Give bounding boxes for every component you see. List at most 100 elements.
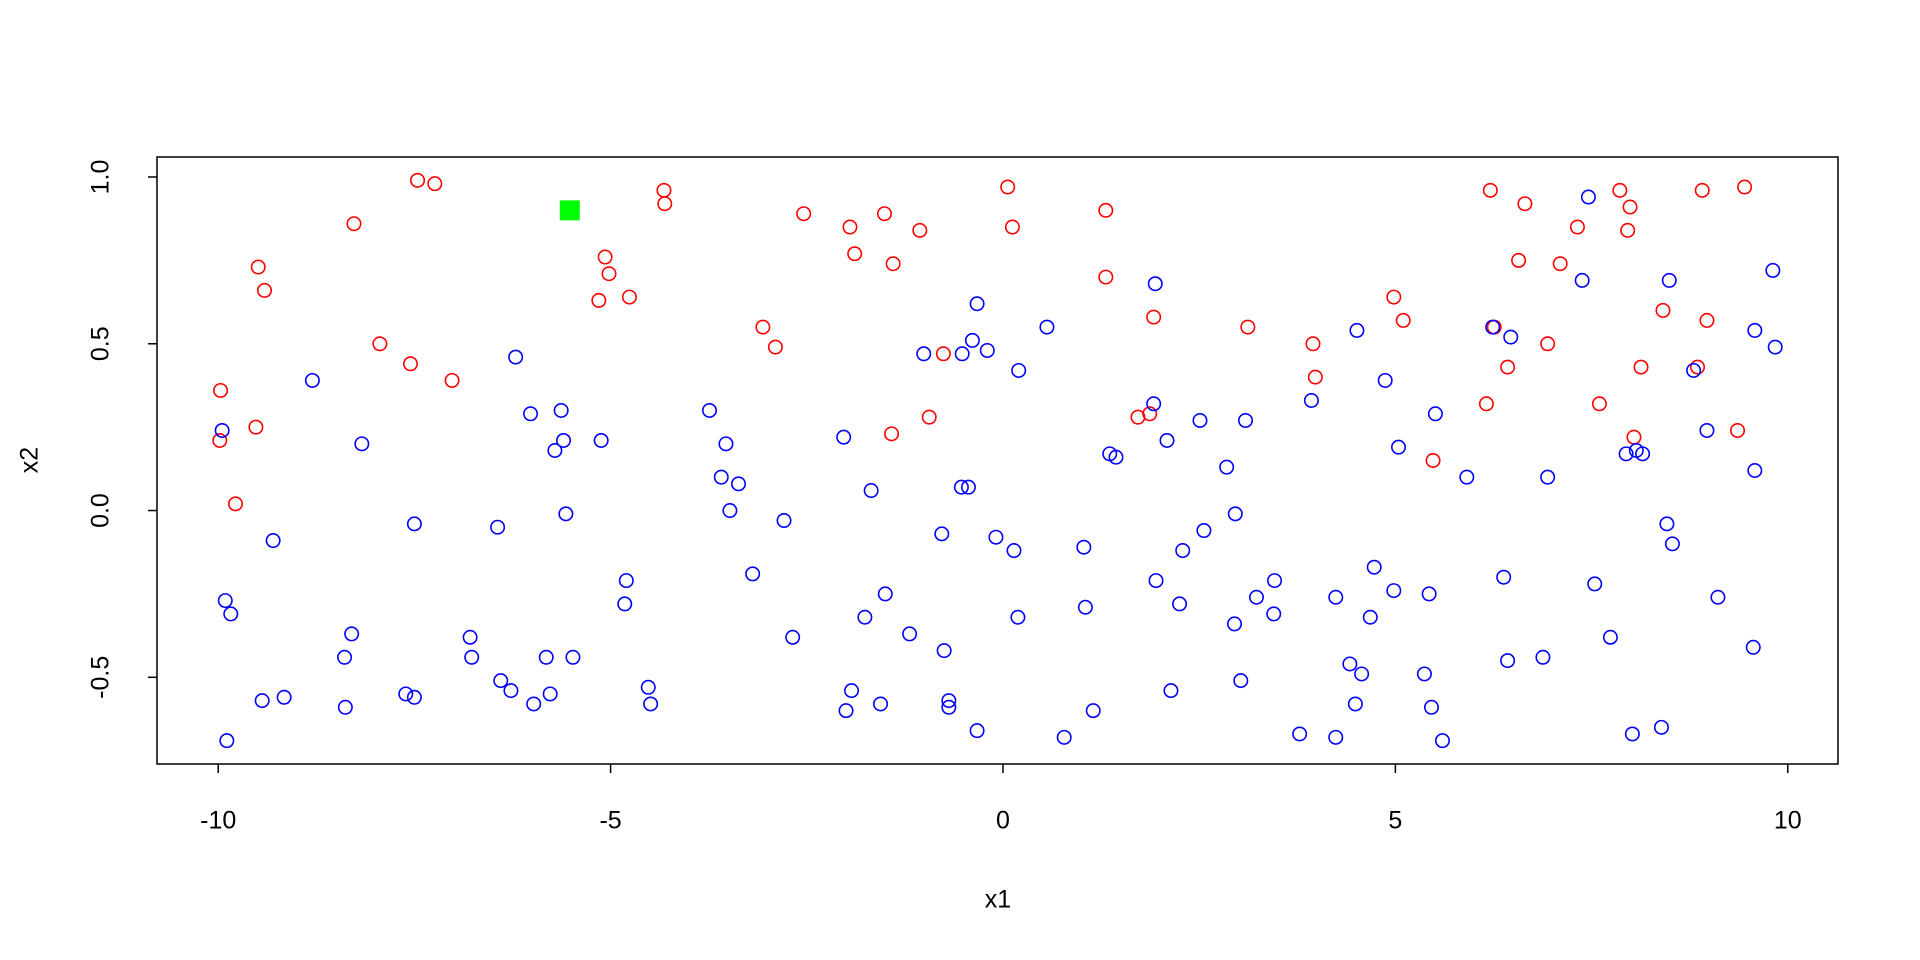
point bbox=[1395, 312, 1411, 328]
point bbox=[265, 533, 281, 549]
point bbox=[964, 332, 980, 348]
point bbox=[954, 346, 970, 362]
point bbox=[1427, 406, 1443, 422]
point bbox=[1699, 422, 1715, 438]
point bbox=[526, 696, 542, 712]
point bbox=[857, 609, 873, 625]
point bbox=[979, 342, 995, 358]
point bbox=[354, 436, 370, 452]
point bbox=[713, 469, 729, 485]
point bbox=[1767, 339, 1783, 355]
point bbox=[745, 566, 761, 582]
point bbox=[558, 506, 574, 522]
point bbox=[337, 649, 353, 665]
y-axis-label: x2 bbox=[16, 447, 44, 473]
point bbox=[1347, 696, 1363, 712]
point bbox=[1342, 656, 1358, 672]
point bbox=[344, 626, 360, 642]
point bbox=[1219, 459, 1235, 475]
point bbox=[1737, 179, 1753, 195]
point bbox=[1010, 609, 1026, 625]
point bbox=[1147, 276, 1163, 292]
point bbox=[276, 689, 292, 705]
point bbox=[621, 289, 637, 305]
point bbox=[1142, 406, 1158, 422]
point bbox=[1745, 639, 1761, 655]
point bbox=[1653, 719, 1669, 735]
point bbox=[538, 649, 554, 665]
point bbox=[755, 319, 771, 335]
point bbox=[250, 259, 266, 275]
point bbox=[1690, 359, 1706, 375]
point bbox=[988, 529, 1004, 545]
point bbox=[553, 402, 569, 418]
point bbox=[1077, 599, 1093, 615]
point bbox=[257, 282, 273, 298]
point bbox=[1496, 569, 1512, 585]
point bbox=[1307, 369, 1323, 385]
point bbox=[969, 296, 985, 312]
point bbox=[656, 182, 672, 198]
y-tick-label: 0.5 bbox=[87, 326, 115, 361]
point bbox=[1233, 673, 1249, 689]
point bbox=[1004, 219, 1020, 235]
point bbox=[337, 699, 353, 715]
point bbox=[1699, 312, 1715, 328]
point bbox=[1163, 683, 1179, 699]
point bbox=[547, 442, 563, 458]
point bbox=[842, 219, 858, 235]
point bbox=[1459, 469, 1475, 485]
point bbox=[1391, 439, 1407, 455]
point bbox=[219, 733, 235, 749]
point bbox=[1710, 589, 1726, 605]
point bbox=[565, 649, 581, 665]
point bbox=[1000, 179, 1016, 195]
point bbox=[1328, 589, 1344, 605]
point bbox=[402, 356, 418, 372]
point bbox=[1267, 573, 1283, 589]
point bbox=[643, 696, 659, 712]
point bbox=[508, 349, 524, 365]
point bbox=[1500, 359, 1516, 375]
point bbox=[785, 629, 801, 645]
point bbox=[1659, 516, 1675, 532]
point bbox=[1146, 309, 1162, 325]
point bbox=[1500, 653, 1516, 669]
point bbox=[406, 516, 422, 532]
y-tick-label: 1.0 bbox=[87, 160, 115, 195]
x-tick-label: 10 bbox=[1774, 807, 1802, 835]
point bbox=[921, 409, 937, 425]
point bbox=[838, 703, 854, 719]
point bbox=[1620, 222, 1636, 238]
point bbox=[523, 406, 539, 422]
point bbox=[464, 649, 480, 665]
point bbox=[1416, 666, 1432, 682]
point bbox=[873, 696, 889, 712]
point bbox=[767, 339, 783, 355]
point bbox=[640, 679, 656, 695]
point bbox=[444, 372, 460, 388]
point bbox=[1349, 322, 1365, 338]
point bbox=[1159, 432, 1175, 448]
point bbox=[1303, 392, 1319, 408]
point bbox=[1664, 536, 1680, 552]
point bbox=[398, 686, 414, 702]
point bbox=[1655, 302, 1671, 318]
point bbox=[254, 693, 270, 709]
point bbox=[556, 432, 572, 448]
point bbox=[1227, 616, 1243, 632]
point bbox=[1602, 629, 1618, 645]
point bbox=[1386, 583, 1402, 599]
point bbox=[1580, 189, 1596, 205]
point bbox=[1366, 559, 1382, 575]
point bbox=[1434, 733, 1450, 749]
point bbox=[1423, 699, 1439, 715]
point bbox=[212, 432, 228, 448]
point bbox=[884, 426, 900, 442]
point bbox=[1425, 452, 1441, 468]
point bbox=[1292, 726, 1308, 742]
point bbox=[935, 346, 951, 362]
point bbox=[701, 402, 717, 418]
point bbox=[1730, 422, 1746, 438]
point bbox=[1686, 362, 1702, 378]
